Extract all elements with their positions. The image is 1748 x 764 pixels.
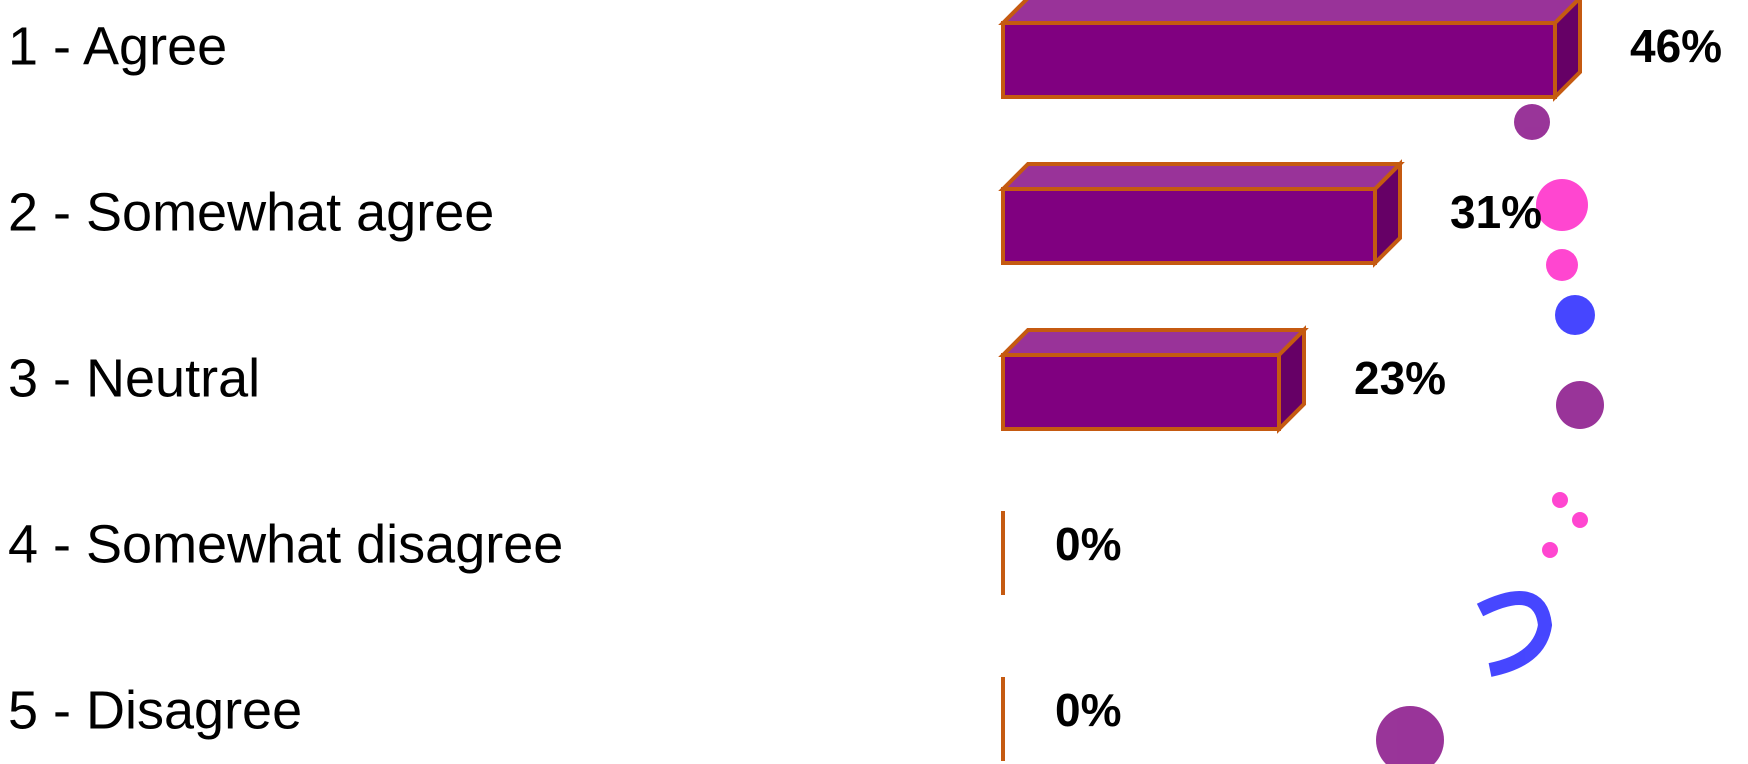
category-label: 3 - Neutral bbox=[8, 348, 260, 408]
value-label: 31% bbox=[1450, 186, 1542, 238]
bar-top bbox=[998, 328, 1309, 357]
category-label: 1 - Agree bbox=[8, 16, 227, 76]
category-label: 5 - Disagree bbox=[8, 680, 302, 740]
decoration bbox=[1376, 104, 1604, 764]
bar bbox=[1001, 187, 1377, 265]
value-label: 46% bbox=[1630, 20, 1722, 72]
category-label: 4 - Somewhat disagree bbox=[8, 514, 563, 574]
bar-top bbox=[998, 0, 1581, 25]
bar bbox=[1001, 21, 1557, 99]
bar-top bbox=[998, 162, 1405, 191]
value-label: 0% bbox=[1055, 518, 1121, 570]
bar bbox=[1001, 353, 1281, 431]
value-label: 0% bbox=[1055, 684, 1121, 736]
value-label: 23% bbox=[1354, 352, 1446, 404]
category-label: 2 - Somewhat agree bbox=[8, 182, 494, 242]
